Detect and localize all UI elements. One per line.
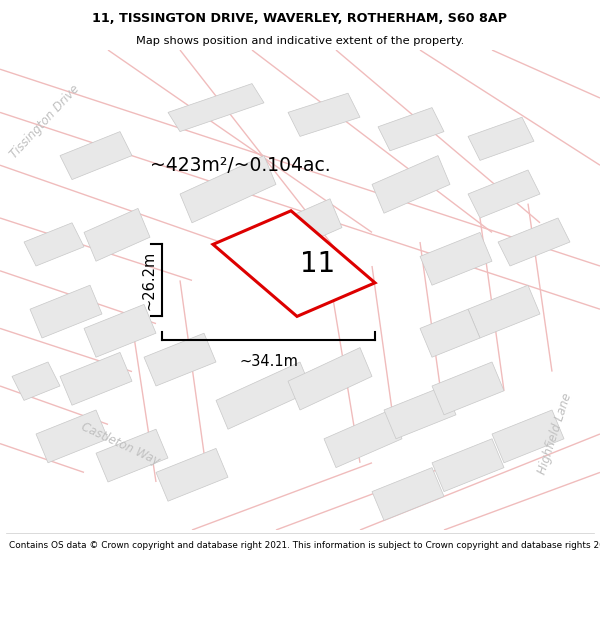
Polygon shape <box>288 348 372 410</box>
Text: 11, TISSINGTON DRIVE, WAVERLEY, ROTHERHAM, S60 8AP: 11, TISSINGTON DRIVE, WAVERLEY, ROTHERHA… <box>92 11 508 24</box>
Text: ~34.1m: ~34.1m <box>239 354 298 369</box>
Polygon shape <box>213 211 375 316</box>
Polygon shape <box>420 309 480 358</box>
Polygon shape <box>420 232 492 285</box>
Polygon shape <box>12 362 60 401</box>
Polygon shape <box>216 362 312 429</box>
Polygon shape <box>84 208 150 261</box>
Polygon shape <box>468 170 540 218</box>
Polygon shape <box>468 285 540 338</box>
Polygon shape <box>288 93 360 136</box>
Text: Castleton Way: Castleton Way <box>79 420 161 468</box>
Polygon shape <box>432 439 504 492</box>
Polygon shape <box>180 156 276 222</box>
Polygon shape <box>144 333 216 386</box>
Polygon shape <box>324 410 402 468</box>
Polygon shape <box>264 199 342 256</box>
Polygon shape <box>384 386 456 439</box>
Polygon shape <box>372 468 444 521</box>
Polygon shape <box>432 362 504 415</box>
Polygon shape <box>468 118 534 161</box>
Text: Highfield Lane: Highfield Lane <box>536 392 574 476</box>
Polygon shape <box>84 304 156 358</box>
Polygon shape <box>24 222 84 266</box>
Polygon shape <box>60 132 132 179</box>
Polygon shape <box>96 429 168 482</box>
Text: ~26.2m: ~26.2m <box>142 251 156 310</box>
Polygon shape <box>156 448 228 501</box>
Polygon shape <box>168 84 264 132</box>
Text: Contains OS data © Crown copyright and database right 2021. This information is : Contains OS data © Crown copyright and d… <box>9 541 600 551</box>
Text: ~423m²/~0.104ac.: ~423m²/~0.104ac. <box>150 156 331 175</box>
Polygon shape <box>36 410 108 462</box>
Polygon shape <box>30 285 102 338</box>
Text: Map shows position and indicative extent of the property.: Map shows position and indicative extent… <box>136 36 464 46</box>
Text: Tissington Drive: Tissington Drive <box>8 82 82 161</box>
Polygon shape <box>498 218 570 266</box>
Polygon shape <box>378 107 444 151</box>
Polygon shape <box>492 410 564 462</box>
Text: 11: 11 <box>301 249 335 278</box>
Polygon shape <box>372 156 450 213</box>
Polygon shape <box>60 352 132 405</box>
